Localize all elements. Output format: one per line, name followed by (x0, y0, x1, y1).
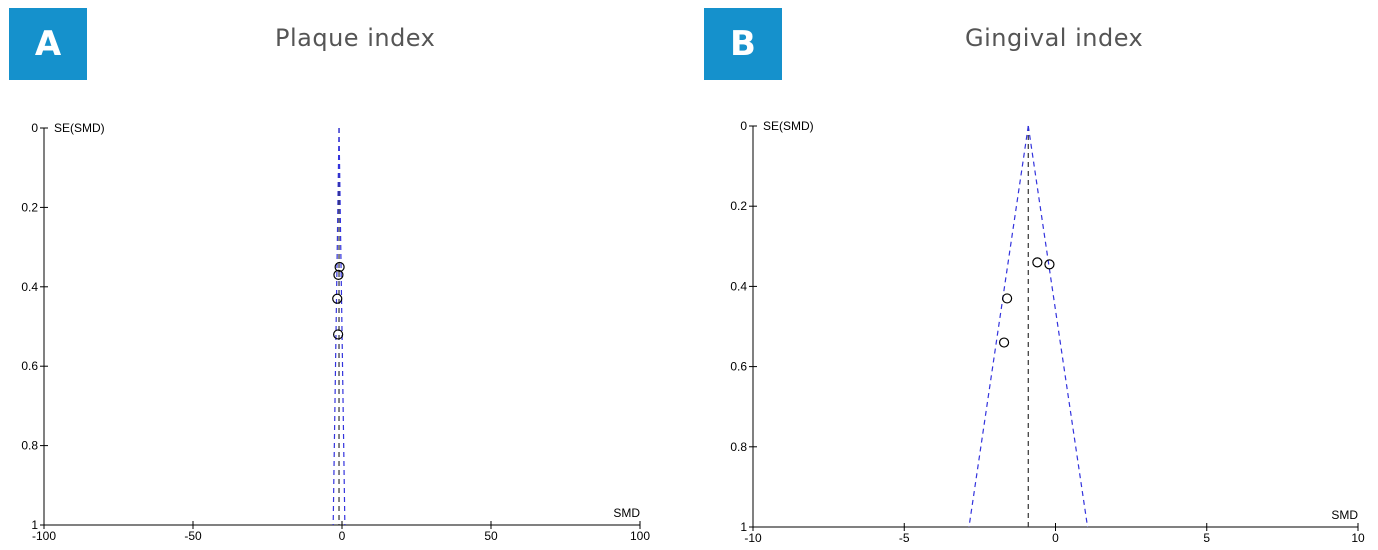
study-point (332, 293, 343, 304)
study-point (334, 261, 345, 273)
study-point (1044, 259, 1055, 270)
panel-b-badge: B (704, 8, 782, 80)
x-tick-label: -10 (744, 531, 762, 545)
y-tick-label: 0 (31, 121, 38, 135)
study-point (998, 337, 1010, 348)
funnel-right-boundary (338, 127, 346, 526)
y-tick-label: 0.2 (730, 199, 747, 213)
x-tick-label: 5 (1203, 531, 1210, 545)
x-tick-label: -5 (899, 531, 910, 545)
y-tick-label: 0.6 (730, 360, 747, 374)
y-tick-label: 0.6 (21, 359, 38, 373)
study-point (1032, 257, 1043, 268)
x-tick-label: 50 (484, 529, 498, 543)
y-tick-label: 0.8 (21, 439, 38, 453)
panel-a-title: Plaque index (275, 24, 436, 52)
x-tick-label: 100 (630, 529, 650, 543)
funnel-plot-plaque-index: 0 0.2 0.4 0.6 0.8 1-100 -50 0 50 100 SE(SMD) SMD (21, 121, 650, 543)
study-point (1002, 293, 1013, 304)
y-tick-label: 1 (31, 518, 38, 532)
x-tick-label: 0 (1052, 531, 1059, 545)
funnel-left-boundary (332, 127, 340, 526)
x-tick-label: -100 (32, 529, 56, 543)
y-axis-label: SE(SMD) (763, 119, 814, 133)
panel-b-title: Gingival index (965, 24, 1144, 52)
y-tick-label: 0.4 (730, 279, 747, 293)
y-tick-label: 0 (740, 119, 747, 133)
funnel-left-boundary (968, 125, 1029, 528)
x-tick-label: 10 (1351, 531, 1365, 545)
funnel-plot-gingival-index: 0 0.2 0.4 0.6 0.8 1-10 -5 0 5 10 SE(SMD) SMD (730, 119, 1365, 545)
x-tick-label: 0 (339, 529, 346, 543)
y-tick-label: 0.2 (21, 200, 38, 214)
x-axis-label: SMD (1331, 508, 1358, 522)
panel-a-badge: A (9, 8, 87, 80)
study-point (333, 269, 344, 280)
y-tick-label: 0.4 (21, 280, 38, 294)
study-point (333, 329, 344, 340)
y-tick-label: 1 (740, 520, 747, 534)
x-axis-label: SMD (613, 506, 640, 520)
funnel-right-boundary (1027, 125, 1089, 528)
y-tick-label: 0.8 (730, 440, 747, 454)
x-tick-label: -50 (184, 529, 202, 543)
y-axis-label: SE(SMD) (54, 121, 105, 135)
